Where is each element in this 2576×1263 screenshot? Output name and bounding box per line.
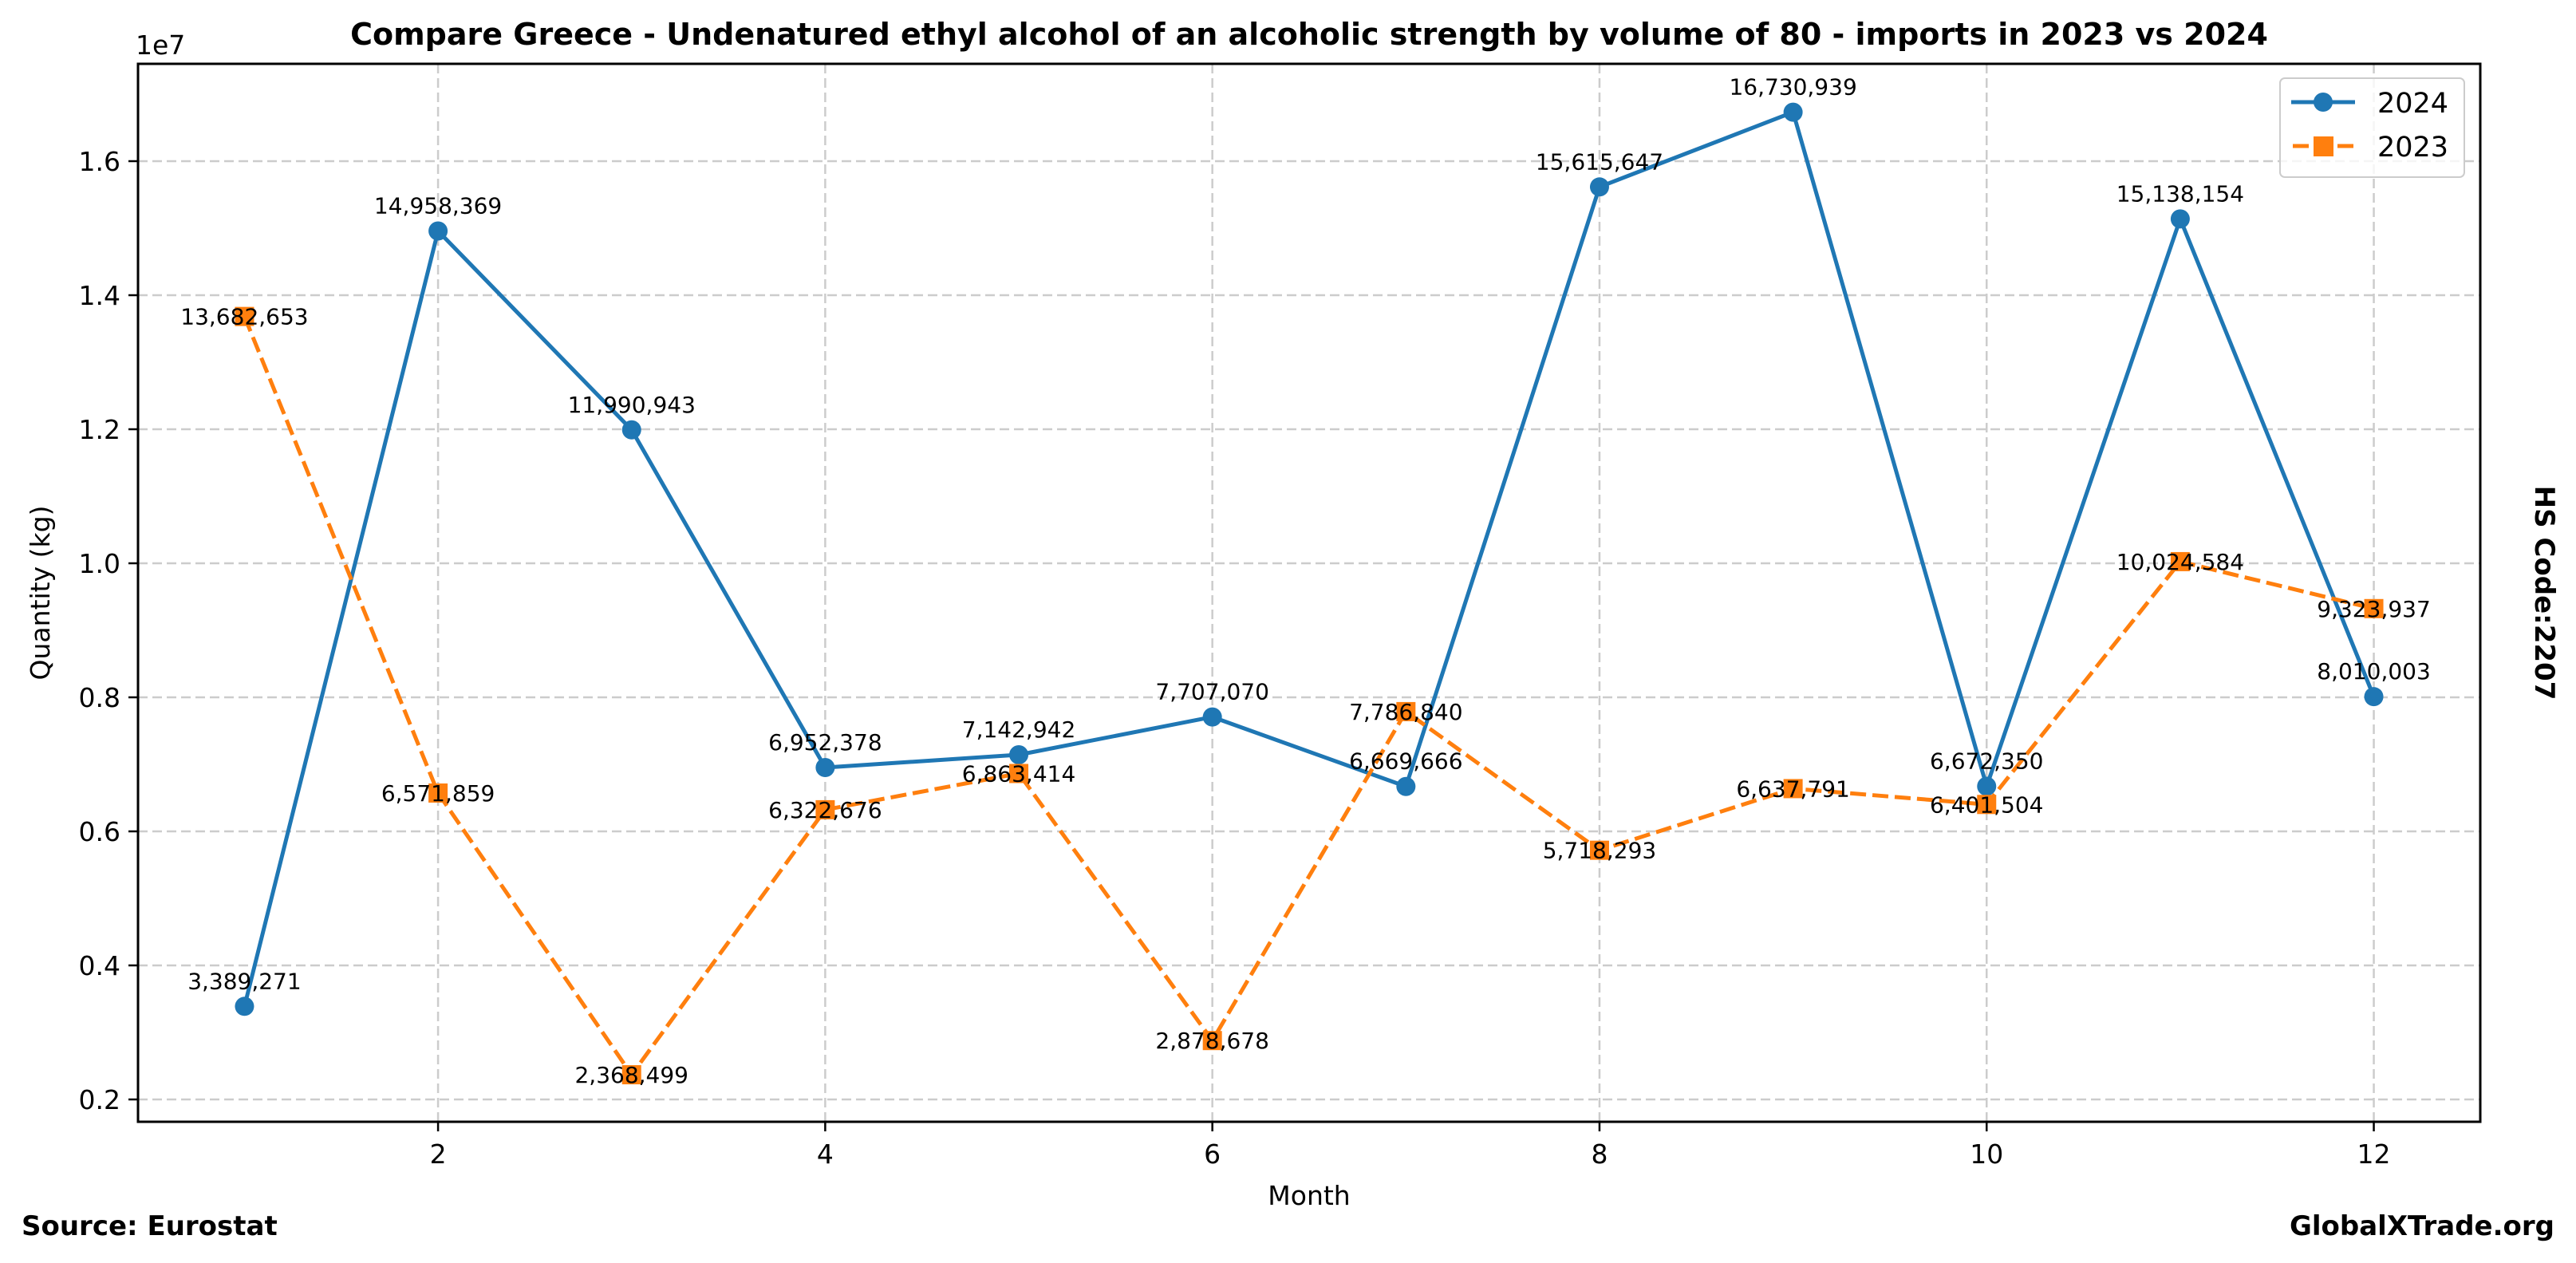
y-tick-label: 1.0 <box>79 548 120 579</box>
data-label-2023: 10,024,584 <box>2116 549 2244 575</box>
data-point-2024 <box>1977 776 1997 796</box>
data-point-2024 <box>235 997 254 1016</box>
y-tick-label: 0.8 <box>79 682 120 713</box>
data-point-2023 <box>2364 598 2384 618</box>
data-label-2023: 13,682,653 <box>180 304 308 330</box>
data-label-2023: 2,878,678 <box>1155 1028 1269 1054</box>
series-line-2023 <box>243 315 2375 1077</box>
data-point-2023 <box>1977 795 1997 815</box>
data-label-2024: 6,672,350 <box>1930 748 2044 775</box>
data-label-2024: 6,669,666 <box>1349 748 1463 775</box>
series-2023 <box>235 306 2384 1085</box>
data-label-2023: 2,368,499 <box>574 1062 688 1088</box>
legend-item-2024: 2024 <box>2291 88 2448 120</box>
data-label-2023: 6,571,859 <box>381 780 495 807</box>
y-tick-label: 1.6 <box>79 146 120 177</box>
plot-frame <box>136 62 2482 1123</box>
data-point-2024 <box>1202 707 1222 727</box>
data-label-2024: 8,010,003 <box>2317 658 2431 685</box>
chart-title: Compare Greece - Undenatured ethyl alcoh… <box>350 17 2268 52</box>
y-tick-label: 1.4 <box>79 280 120 311</box>
side-label-hs-code: HS Code:2207 <box>2528 486 2560 701</box>
data-point-2023 <box>235 306 254 326</box>
y-axis-label: Quantity (kg) <box>25 506 56 681</box>
data-label-2024: 3,389,271 <box>187 968 302 994</box>
data-label-2023: 7,786,840 <box>1349 699 1463 725</box>
series-layer <box>235 102 2384 1085</box>
data-label-2024: 7,142,942 <box>962 716 1076 743</box>
data-label-2023: 9,323,937 <box>2317 596 2431 622</box>
legend-label-2023: 2023 <box>2377 132 2448 164</box>
x-tick-label: 8 <box>1591 1139 1608 1170</box>
x-axis-label: Month <box>1268 1180 1350 1211</box>
data-point-2024 <box>621 420 641 440</box>
y-tick-label: 0.4 <box>79 950 120 981</box>
axis-ticks: 2 4 6 8 10 12 0.2 0.4 0.6 0.8 1.0 1.2 1.4 1.6 <box>79 146 2391 1170</box>
data-label-2023: 6,863,414 <box>962 760 1076 787</box>
grid <box>138 64 2480 1122</box>
data-label-2024: 6,952,378 <box>768 729 882 756</box>
data-point-2023 <box>1783 779 1803 799</box>
data-label-2024: 7,707,070 <box>1155 679 1269 705</box>
data-point-2024 <box>1783 102 1803 122</box>
data-point-2023 <box>1396 701 1416 721</box>
data-label-2024: 14,958,369 <box>374 192 502 219</box>
legend-item-2023: 2023 <box>2293 132 2448 164</box>
x-tick-label: 6 <box>1204 1139 1221 1170</box>
legend-marker-2023 <box>2314 136 2333 156</box>
data-point-2023 <box>1009 764 1029 783</box>
x-tick-label: 12 <box>2357 1139 2391 1170</box>
data-label-2023: 6,637,791 <box>1736 776 1850 802</box>
y-tick-label: 0.6 <box>79 816 120 847</box>
y-tick-label: 0.2 <box>79 1084 120 1115</box>
x-tick-label: 4 <box>817 1139 834 1170</box>
legend: 2024 2023 <box>2279 77 2465 178</box>
data-label-2023: 6,401,504 <box>1930 791 2044 818</box>
data-point-2024 <box>428 221 448 241</box>
data-point-2024 <box>1009 744 1029 764</box>
data-label-2024: 16,730,939 <box>1729 74 1856 101</box>
data-point-2023 <box>1589 840 1609 860</box>
data-label-2024: 11,990,943 <box>568 392 696 418</box>
data-point-2024 <box>815 758 835 778</box>
legend-label-2024: 2024 <box>2377 88 2448 120</box>
y-scale-label: 1e7 <box>136 30 185 61</box>
data-label-2024: 15,138,154 <box>2116 180 2244 207</box>
data-labels: 3,389,271 14,958,369 11,990,943 6,952,378 7,… <box>180 74 2431 1088</box>
data-point-2024 <box>1396 776 1416 796</box>
data-label-2023: 6,322,676 <box>768 797 882 823</box>
x-tick-label: 10 <box>1970 1139 2003 1170</box>
data-point-2023 <box>1202 1031 1222 1051</box>
data-point-2023 <box>815 799 835 819</box>
series-2024 <box>235 102 2384 1016</box>
data-point-2024 <box>1589 177 1609 197</box>
data-point-2024 <box>2364 687 2384 707</box>
data-point-2023 <box>2170 551 2190 571</box>
series-line-2024 <box>243 110 2376 1007</box>
footer-brand: GlobalXTrade.org <box>2290 1210 2554 1242</box>
footer-source: Source: Eurostat <box>22 1210 278 1242</box>
y-tick-label: 1.2 <box>79 414 120 445</box>
legend-marker-2024 <box>2314 93 2333 112</box>
x-tick-label: 2 <box>430 1139 447 1170</box>
data-point-2023 <box>621 1065 641 1085</box>
data-label-2023: 5,718,293 <box>1543 838 1657 864</box>
data-label-2024: 15,615,647 <box>1536 148 1663 175</box>
data-point-2024 <box>2170 209 2190 229</box>
data-point-2023 <box>428 783 448 803</box>
